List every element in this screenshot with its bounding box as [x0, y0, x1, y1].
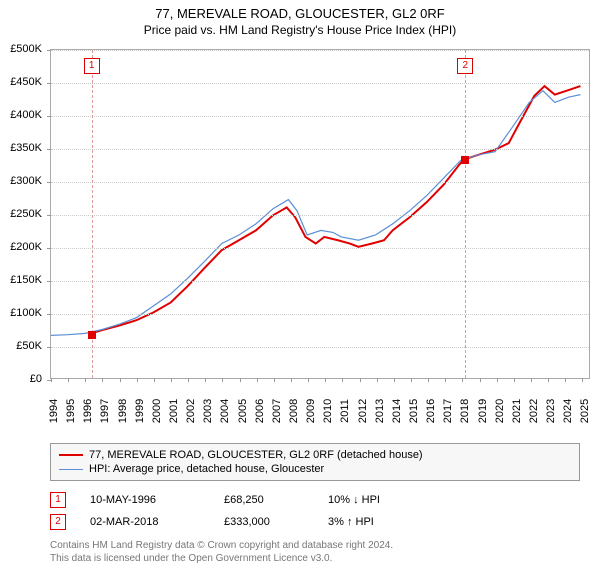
- y-tick-label: £0: [30, 373, 42, 385]
- x-tick-label: 2020: [494, 399, 506, 423]
- x-tick-label: 2022: [528, 399, 540, 423]
- chart-subtitle: Price paid vs. HM Land Registry's House …: [0, 23, 600, 37]
- x-tick-label: 2013: [374, 399, 386, 423]
- x-axis-labels: 1994 1995 1996 1997 1998 1999 2000 2001 2002 2003…: [50, 381, 590, 439]
- legend-label: HPI: Average price, detached house, Glou…: [89, 463, 324, 475]
- x-tick-label: 2003: [202, 399, 214, 423]
- chart-container: 77, MEREVALE ROAD, GLOUCESTER, GL2 0RF P…: [0, 0, 600, 565]
- footer-attribution: Contains HM Land Registry data © Crown c…: [50, 539, 580, 565]
- legend-swatch: [59, 469, 83, 470]
- sale-guideline: [92, 50, 93, 378]
- x-tick-label: 1995: [65, 399, 77, 423]
- x-tick-label: 2019: [477, 399, 489, 423]
- x-tick-label: 1999: [134, 399, 146, 423]
- x-tick-label: 2023: [545, 399, 557, 423]
- sales-row-badge: 1: [50, 492, 66, 508]
- series-hpi: [51, 91, 580, 336]
- y-tick-label: £200K: [10, 241, 42, 253]
- sale-guideline: [465, 50, 466, 378]
- x-tick-label: 2015: [408, 399, 420, 423]
- x-tick-label: 2005: [237, 399, 249, 423]
- series-price_paid: [91, 86, 580, 333]
- x-tick-label: 1997: [99, 399, 111, 423]
- x-tick-label: 2007: [271, 399, 283, 423]
- y-tick-label: £450K: [10, 76, 42, 88]
- x-tick-label: 2010: [322, 399, 334, 423]
- legend-row: HPI: Average price, detached house, Glou…: [59, 462, 571, 476]
- y-tick-label: £100K: [10, 307, 42, 319]
- x-tick-label: 2012: [357, 399, 369, 423]
- y-tick-label: £400K: [10, 109, 42, 121]
- sales-row-pct: 10% ↓ HPI: [328, 494, 428, 506]
- sales-row-badge: 2: [50, 514, 66, 530]
- x-tick-label: 2000: [151, 399, 163, 423]
- x-tick-label: 2025: [579, 399, 591, 423]
- y-tick-label: £50K: [16, 340, 42, 352]
- x-tick-label: 2001: [168, 399, 180, 423]
- y-axis-labels: £0 £50K £100K £150K £200K £250K £300K £350K £400…: [0, 39, 46, 409]
- legend-swatch: [59, 454, 83, 456]
- x-tick-label: 2024: [562, 399, 574, 423]
- legend-label: 77, MEREVALE ROAD, GLOUCESTER, GL2 0RF (…: [89, 449, 423, 461]
- x-tick-label: 2017: [442, 399, 454, 423]
- x-tick-label: 2011: [339, 399, 351, 423]
- sales-table: 1 10-MAY-1996 £68,250 10% ↓ HPI 2 02-MAR-2018…: [50, 489, 580, 533]
- y-tick-label: £350K: [10, 142, 42, 154]
- title-block: 77, MEREVALE ROAD, GLOUCESTER, GL2 0RF P…: [0, 0, 600, 39]
- y-tick-label: £250K: [10, 208, 42, 220]
- sale-badge: 1: [84, 58, 100, 74]
- sale-marker: [461, 156, 469, 164]
- sales-row-price: £333,000: [224, 516, 304, 528]
- legend-box: 77, MEREVALE ROAD, GLOUCESTER, GL2 0RF (…: [50, 443, 580, 481]
- chart-title: 77, MEREVALE ROAD, GLOUCESTER, GL2 0RF: [0, 6, 600, 21]
- x-tick-label: 2018: [459, 399, 471, 423]
- x-tick-label: 2004: [219, 399, 231, 423]
- x-tick-label: 1994: [48, 399, 60, 423]
- x-tick-label: 2016: [425, 399, 437, 423]
- sale-badge: 2: [457, 58, 473, 74]
- sales-row: 1 10-MAY-1996 £68,250 10% ↓ HPI: [50, 489, 580, 511]
- footer-line-1: Contains HM Land Registry data © Crown c…: [50, 539, 580, 552]
- x-tick-label: 2006: [254, 399, 266, 423]
- legend-row: 77, MEREVALE ROAD, GLOUCESTER, GL2 0RF (…: [59, 448, 571, 462]
- x-tick-label: 2014: [391, 399, 403, 423]
- sale-marker: [88, 331, 96, 339]
- y-tick-label: £300K: [10, 175, 42, 187]
- line-chart-svg: [51, 50, 589, 378]
- x-tick-label: 2009: [305, 399, 317, 423]
- sales-row-price: £68,250: [224, 494, 304, 506]
- x-tick-label: 1996: [82, 399, 94, 423]
- sales-row: 2 02-MAR-2018 £333,000 3% ↑ HPI: [50, 511, 580, 533]
- x-tick-label: 2008: [288, 399, 300, 423]
- x-tick-label: 2002: [185, 399, 197, 423]
- chart-area: £0 £50K £100K £150K £200K £250K £300K £350K £400…: [0, 39, 600, 439]
- y-tick-label: £500K: [10, 43, 42, 55]
- sales-row-pct: 3% ↑ HPI: [328, 516, 428, 528]
- x-tick-label: 1998: [117, 399, 129, 423]
- sales-row-date: 02-MAR-2018: [90, 516, 200, 528]
- sales-row-date: 10-MAY-1996: [90, 494, 200, 506]
- plot-area: 12: [50, 49, 590, 379]
- footer-line-2: This data is licensed under the Open Gov…: [50, 552, 580, 565]
- x-tick-label: 2021: [511, 399, 523, 423]
- y-tick-label: £150K: [10, 274, 42, 286]
